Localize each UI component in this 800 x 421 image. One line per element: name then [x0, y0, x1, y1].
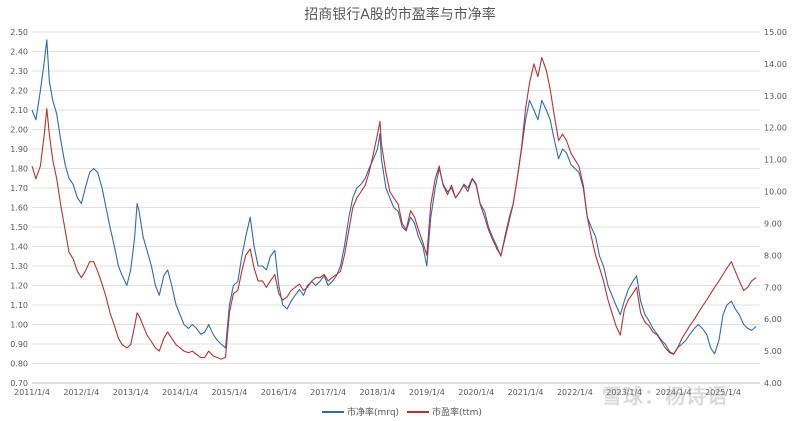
y-right-tick-label: 13.00 — [764, 92, 787, 101]
x-tick-label: 2021/1/4 — [508, 388, 544, 397]
legend-swatch-pe — [407, 410, 429, 413]
y-left-tick-label: 0.90 — [10, 340, 28, 349]
x-tick-label: 2015/1/4 — [211, 388, 247, 397]
y-right-tick-label: 7.00 — [764, 283, 782, 292]
legend-label-pb: 市净率(mrq) — [347, 408, 400, 418]
x-tick-label: 2013/1/4 — [113, 388, 149, 397]
y-left-tick-label: 1.90 — [10, 145, 28, 154]
y-left-tick-label: 1.20 — [10, 282, 28, 291]
x-tick-label: 2022/1/4 — [557, 388, 593, 397]
y-right-tick-label: 12.00 — [764, 124, 787, 133]
x-tick-label: 2019/1/4 — [409, 388, 445, 397]
y-left-tick-label: 1.40 — [10, 243, 28, 252]
series-line-pe — [31, 56, 757, 360]
y-left-tick-label: 1.10 — [10, 301, 28, 310]
y-left-tick-label: 2.00 — [10, 126, 28, 135]
y-left-tick-label: 2.10 — [10, 106, 28, 115]
x-tick-label: 2014/1/4 — [162, 388, 198, 397]
y-right-tick-label: 14.00 — [764, 60, 787, 69]
y-left-tick-label: 0.70 — [10, 379, 28, 388]
y-right-tick-label: 11.00 — [764, 156, 787, 165]
y-left-tick-label: 2.30 — [10, 67, 28, 76]
y-right-tick-label: 9.00 — [764, 219, 782, 228]
legend-item-pe: 市盈率(ttm) — [407, 405, 482, 418]
y-left-tick-label: 2.20 — [10, 87, 28, 96]
y-left-tick-label: 1.70 — [10, 184, 28, 193]
series-line-pb — [31, 39, 757, 355]
y-left-tick-label: 1.50 — [10, 223, 28, 232]
y-left-tick-label: 2.50 — [10, 28, 28, 37]
x-tick-label: 2017/1/4 — [310, 388, 346, 397]
y-left-tick-label: 1.30 — [10, 262, 28, 271]
y-left-tick-label: 0.80 — [10, 360, 28, 369]
y-right-tick-label: 5.00 — [764, 347, 782, 356]
chart-title: 招商银行A股的市盈率与市净率 — [304, 7, 496, 23]
x-tick-label: 2025/1/4 — [705, 388, 741, 397]
legend-label-pe: 市盈率(ttm) — [432, 408, 482, 418]
chart-legend: 市净率(mrq) 市盈率(ttm) — [0, 405, 800, 419]
y-right-tick-label: 8.00 — [764, 251, 782, 260]
legend-swatch-pb — [322, 410, 344, 413]
x-tick-label: 2024/1/4 — [656, 388, 692, 397]
watermark: 雪球：杨诗语 — [602, 384, 728, 408]
y-left-tick-label: 1.80 — [10, 165, 28, 174]
y-right-tick-label: 15.00 — [764, 28, 787, 37]
y-right-tick-label: 4.00 — [764, 379, 782, 388]
x-tick-label: 2016/1/4 — [261, 388, 297, 397]
y-left-tick-label: 1.60 — [10, 204, 28, 213]
y-right-tick-label: 10.00 — [764, 188, 787, 197]
legend-item-pb: 市净率(mrq) — [322, 405, 399, 418]
x-tick-label: 2018/1/4 — [360, 388, 396, 397]
y-right-tick-label: 6.00 — [764, 315, 782, 324]
x-tick-label: 2020/1/4 — [458, 388, 494, 397]
x-tick-label: 2023/1/4 — [606, 388, 642, 397]
x-tick-label: 2012/1/4 — [63, 388, 99, 397]
y-left-tick-label: 2.40 — [10, 48, 28, 57]
x-tick-label: 2011/1/4 — [14, 388, 50, 397]
y-left-tick-label: 1.00 — [10, 321, 28, 330]
